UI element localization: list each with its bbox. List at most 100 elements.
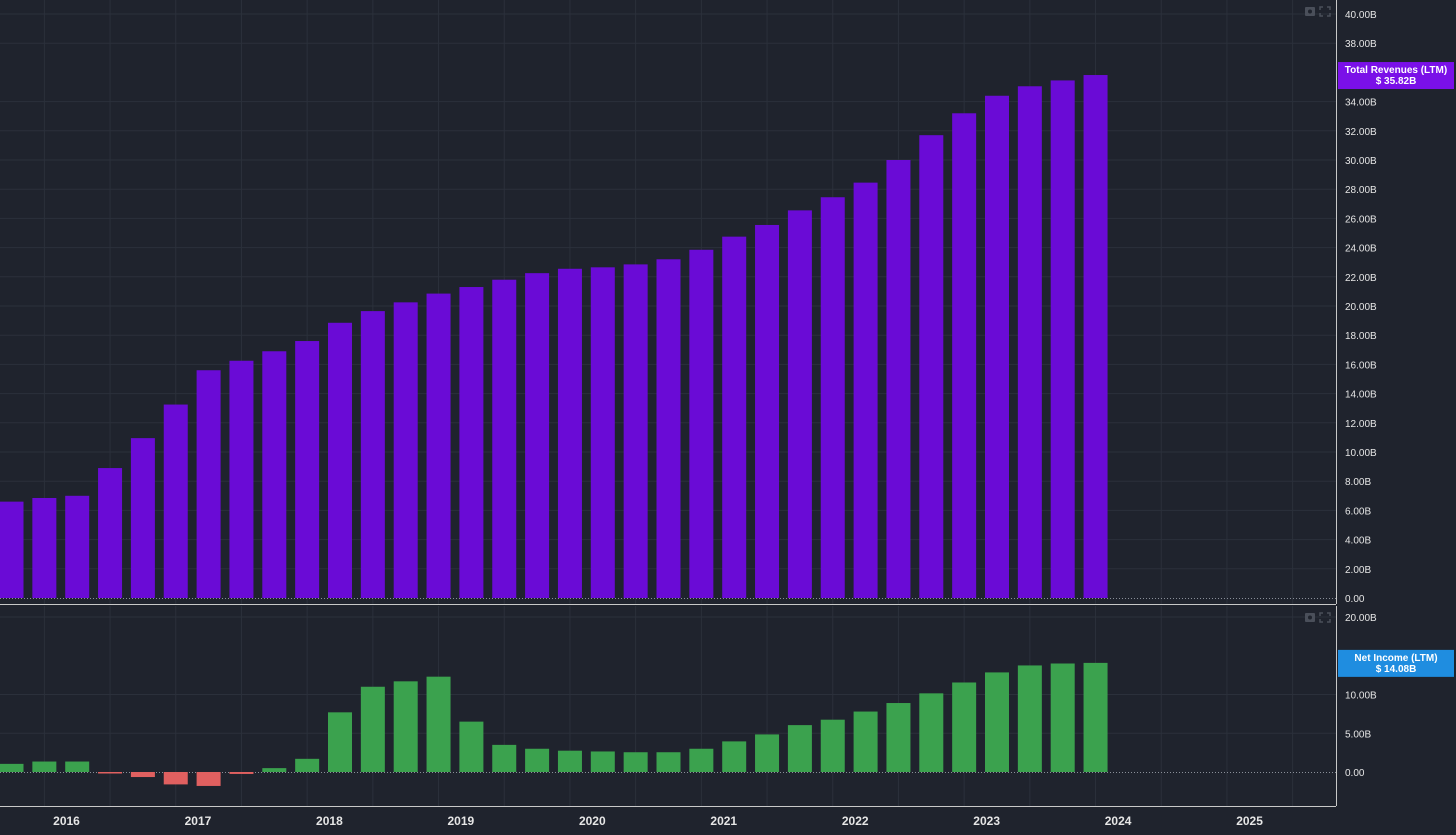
net-income-bar: [130, 772, 155, 778]
net-income-bar: [492, 744, 517, 772]
y-tick-label: 30.00B: [1345, 156, 1377, 167]
net-income-bar: [163, 772, 188, 785]
badge-background: [1338, 649, 1454, 677]
time-axis: 2016 2017 2018 2019 2020 2021 2022 2023 2024 2025: [53, 814, 1263, 828]
revenue-bar: [65, 495, 90, 598]
y-tick-label: 34.00B: [1345, 98, 1377, 109]
revenue-bar: [787, 210, 812, 598]
revenue-panel: 0.00 2.00B 4.00B 6.00B 8.00B 10.00B 12.00B 14.0…: [0, 0, 1454, 605]
revenue-bar: [130, 438, 155, 598]
y-tick-label: 40.00B: [1345, 10, 1377, 21]
net-income-bar: [952, 682, 977, 772]
y-tick-label: 28.00B: [1345, 185, 1377, 196]
revenue-bar: [32, 497, 57, 598]
net-income-bar: [65, 761, 90, 772]
revenue-bar: [196, 370, 221, 598]
net-income-bar: [32, 761, 57, 772]
net-income-bar: [393, 681, 418, 772]
revenue-bar: [853, 182, 878, 598]
badge-background: [1338, 62, 1454, 90]
revenue-bar: [426, 293, 451, 598]
revenue-bar: [886, 160, 911, 598]
x-tick-label: 2023: [973, 814, 1000, 828]
net-income-bar: [755, 734, 780, 772]
revenue-bar: [590, 267, 615, 598]
revenue-bar: [557, 268, 582, 598]
net-income-bar: [787, 725, 812, 772]
revenue-bar: [525, 273, 550, 598]
net-income-bar: [426, 676, 451, 772]
y-tick-label: 6.00B: [1345, 506, 1371, 517]
x-tick-label: 2022: [842, 814, 869, 828]
revenue-bar: [722, 236, 747, 598]
net-income-bar: [328, 712, 352, 772]
revenue-bar: [360, 311, 385, 598]
revenue-bar: [919, 135, 944, 598]
revenue-bar: [163, 404, 188, 598]
y-tick-label: 10.00B: [1345, 448, 1377, 459]
revenue-bar: [755, 224, 780, 598]
x-tick-label: 2016: [53, 814, 80, 828]
net-income-bar: [853, 711, 878, 772]
net-income-bar: [623, 752, 648, 772]
net-income-bar: [98, 772, 123, 774]
net-income-bar: [656, 752, 681, 772]
camera-icon-lens: [1308, 9, 1312, 14]
y-tick-label: 4.00B: [1345, 536, 1371, 547]
x-tick-label: 2018: [316, 814, 343, 828]
revenue-bar: [623, 264, 648, 598]
net-income-bar: [0, 763, 24, 772]
y-tick-label: 0.00: [1345, 594, 1365, 605]
net-income-bar: [295, 758, 320, 772]
camera-icon[interactable]: [1305, 7, 1315, 16]
revenue-bar: [229, 360, 254, 598]
y-tick-label: 22.00B: [1345, 273, 1377, 284]
y-tick-label: 32.00B: [1345, 127, 1377, 138]
net-income-bar: [229, 772, 254, 774]
net-income-bar: [919, 693, 944, 772]
y-tick-label: 38.00B: [1345, 39, 1377, 50]
expand-icon[interactable]: [1319, 6, 1331, 17]
revenue-bar: [328, 322, 352, 598]
expand-icon-path: [1319, 6, 1331, 17]
x-tick-label: 2025: [1236, 814, 1263, 828]
x-tick-label: 2020: [579, 814, 606, 828]
net-income-bar: [459, 721, 484, 772]
y-tick-label: 12.00B: [1345, 419, 1377, 430]
revenue-bar: [393, 302, 418, 598]
y-tick-label: 10.00B: [1345, 691, 1377, 702]
revenue-bar: [1083, 75, 1108, 598]
net-income-panel: 0.00 5.00B 10.00B 20.00B Net Income (LTM)$ 1…: [0, 606, 1454, 806]
net-income-bar: [689, 748, 714, 772]
net-income-bar: [1083, 662, 1108, 772]
x-tick-label: 2021: [710, 814, 737, 828]
expand-icon[interactable]: [1319, 612, 1331, 623]
net-income-bar: [1017, 665, 1042, 772]
net-income-bar: [722, 741, 747, 772]
revenue-value-badge: Total Revenues (LTM)$ 35.82B: [1338, 62, 1454, 90]
y-tick-label: 5.00B: [1345, 729, 1371, 740]
badge-label: Total Revenues (LTM): [1345, 65, 1447, 76]
net-income-bar: [525, 748, 550, 772]
revenue-bar: [0, 501, 24, 598]
revenue-bar: [1017, 86, 1042, 599]
revenue-bar: [262, 351, 287, 598]
net-income-bar: [820, 719, 845, 772]
badge-label: Net Income (LTM): [1354, 653, 1437, 664]
x-tick-label: 2024: [1105, 814, 1132, 828]
x-tick-label: 2017: [185, 814, 212, 828]
net-income-bar: [590, 751, 615, 772]
camera-icon[interactable]: [1305, 613, 1315, 622]
revenue-bar: [820, 197, 845, 599]
net-income-bar: [1050, 663, 1075, 772]
net-income-bar: [196, 772, 221, 786]
y-tick-label: 24.00B: [1345, 244, 1377, 255]
y-tick-label: 20.00B: [1345, 302, 1377, 313]
revenue-bar: [459, 287, 484, 598]
badge-value: $ 14.08B: [1376, 664, 1417, 675]
net-income-bar: [557, 750, 582, 772]
net-income-bar: [886, 703, 911, 772]
x-tick-label: 2019: [447, 814, 474, 828]
